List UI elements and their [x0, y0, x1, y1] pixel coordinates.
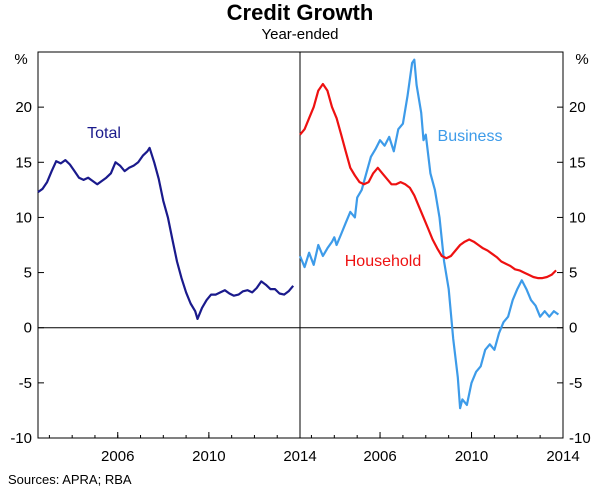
y-tick-label-left: 0 [24, 320, 32, 337]
y-tick-label-left: -5 [19, 375, 32, 392]
y-tick-label-right: -10 [569, 430, 591, 447]
series-label-household: Household [345, 253, 422, 270]
x-tick-label-left: 2010 [192, 448, 225, 465]
chart-frame [37, 51, 564, 439]
unit-label-right: % [575, 51, 588, 68]
unit-label-left: % [14, 51, 27, 68]
y-tick-label-right: 20 [569, 99, 586, 116]
y-tick-label-right: 5 [569, 265, 577, 282]
y-tick-label-left: 5 [24, 265, 32, 282]
series-line-business [298, 58, 560, 410]
chart-subtitle: Year-ended [261, 26, 339, 43]
y-tick-label-left: 15 [15, 154, 32, 171]
y-tick-label-left: 20 [15, 99, 32, 116]
series-lines [37, 58, 560, 410]
x-tick-label-right: 2010 [455, 448, 488, 465]
y-tick-label-right: 15 [569, 154, 586, 171]
y-tick-label-right: -5 [569, 375, 582, 392]
y-tick-label-right: 0 [569, 320, 577, 337]
chart-title: Credit Growth [226, 0, 374, 25]
source-note: Sources: APRA; RBA [8, 472, 132, 487]
y-tick-label-left: 10 [15, 209, 32, 226]
series-label-total: Total [87, 125, 121, 142]
axis-labels: -10 -10 -5 -5 0 0 5 5 10 10 15 15 20 20% % 2006 2010 2014… [10, 51, 590, 465]
y-tick-label-right: 10 [569, 209, 586, 226]
series-label-business: Business [438, 128, 503, 145]
x-tick-label-right: 2014 [546, 448, 579, 465]
x-tick-label-left: 2014 [283, 448, 316, 465]
x-tick-label-right: 2006 [363, 448, 396, 465]
series-line-total [37, 146, 295, 320]
y-tick-label-left: -10 [10, 430, 32, 447]
x-tick-label-left: 2006 [101, 448, 134, 465]
series-line-household [299, 82, 557, 280]
